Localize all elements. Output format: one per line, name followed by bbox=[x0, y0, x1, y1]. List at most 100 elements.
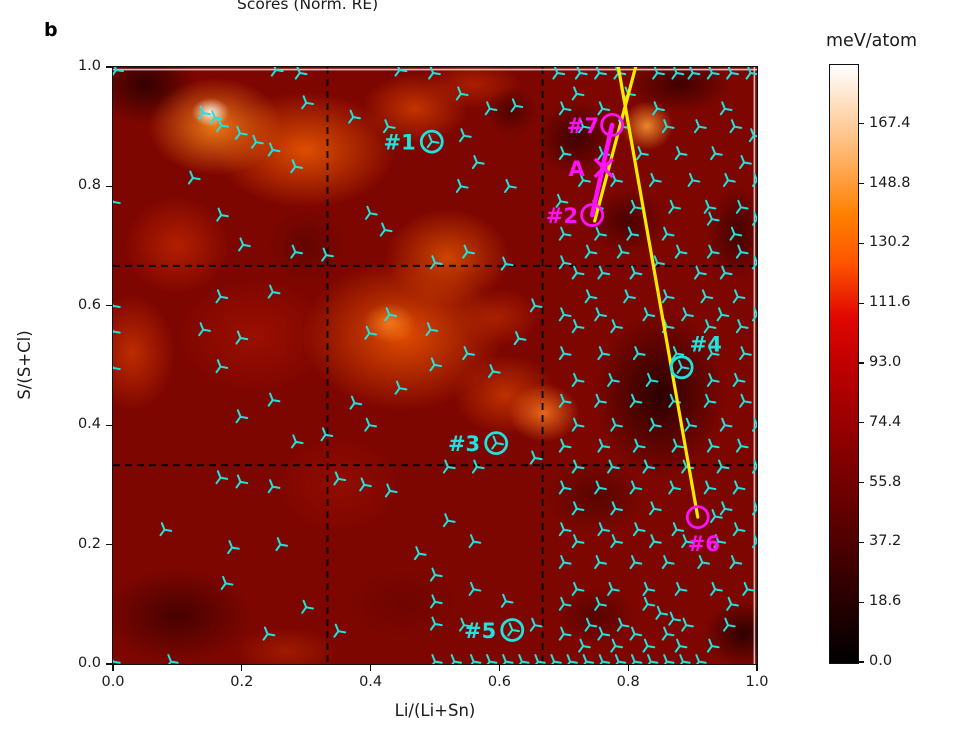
sample-marker bbox=[693, 653, 707, 664]
y-tick bbox=[106, 543, 112, 546]
sample-marker bbox=[732, 479, 745, 494]
sample-marker bbox=[661, 626, 675, 641]
colorbar bbox=[829, 64, 859, 664]
sample-marker bbox=[661, 653, 675, 664]
sample-marker bbox=[725, 596, 739, 611]
sample-marker bbox=[564, 653, 578, 664]
sample-marker bbox=[270, 66, 284, 77]
sample-marker bbox=[383, 306, 397, 321]
sample-marker bbox=[706, 66, 720, 80]
sample-marker bbox=[593, 554, 607, 569]
x-tick-label: 0.0 bbox=[101, 674, 125, 690]
sample-marker bbox=[706, 211, 720, 226]
sample-marker bbox=[716, 459, 729, 474]
heat-blob bbox=[540, 576, 651, 655]
sample-marker bbox=[609, 638, 623, 653]
yellow-tie-line-1 bbox=[616, 66, 699, 519]
sample-marker bbox=[558, 554, 572, 569]
sample-marker bbox=[738, 393, 752, 408]
sample-marker bbox=[320, 247, 334, 262]
sample-marker bbox=[558, 226, 572, 241]
sample-marker bbox=[661, 226, 675, 241]
heat-blob bbox=[354, 296, 425, 351]
sample-marker bbox=[558, 479, 572, 494]
sample-marker bbox=[716, 306, 729, 321]
heat-blob bbox=[254, 418, 422, 551]
colorbar-title: meV/atom bbox=[826, 31, 918, 51]
sample-marker bbox=[358, 476, 372, 491]
sample-marker bbox=[112, 359, 121, 374]
sample-marker bbox=[735, 199, 749, 214]
colorbar-tick bbox=[858, 481, 864, 484]
labeled-point-4-label: #4 bbox=[689, 332, 721, 356]
colorbar-tick bbox=[858, 182, 864, 185]
x-tick-label: 0.6 bbox=[487, 674, 511, 690]
colorbar-tick bbox=[858, 422, 864, 424]
sample-marker bbox=[725, 66, 739, 80]
sample-marker bbox=[461, 244, 475, 259]
sample-marker bbox=[722, 172, 736, 187]
sample-marker bbox=[558, 438, 572, 453]
sample-marker bbox=[558, 393, 572, 408]
sample-marker bbox=[641, 306, 655, 321]
labeled-point-5-tri bbox=[506, 621, 520, 636]
sample-marker bbox=[645, 653, 658, 664]
labeled-point-5-label: #5 bbox=[464, 618, 496, 642]
x-tick-label: 0.8 bbox=[616, 674, 640, 690]
sample-marker bbox=[584, 617, 597, 632]
sample-marker bbox=[593, 66, 607, 80]
sample-marker bbox=[267, 284, 280, 299]
colorbar-tick-label: 37.2 bbox=[869, 533, 902, 550]
sample-marker bbox=[429, 616, 443, 631]
sample-marker bbox=[596, 345, 610, 360]
sample-marker bbox=[606, 372, 620, 387]
y-tick-label: 0.6 bbox=[77, 296, 101, 313]
sample-marker bbox=[429, 593, 443, 608]
y-tick-label: 0.0 bbox=[77, 655, 101, 671]
sample-marker bbox=[706, 372, 720, 387]
sample-marker bbox=[471, 154, 485, 169]
sample-marker bbox=[687, 172, 700, 187]
sample-marker bbox=[319, 426, 333, 441]
sample-marker bbox=[593, 479, 607, 494]
sample-marker bbox=[571, 85, 584, 100]
sample-marker bbox=[214, 358, 228, 373]
heatmap-layer bbox=[112, 66, 757, 664]
sample-marker bbox=[593, 596, 607, 611]
sample-marker bbox=[558, 145, 572, 160]
sample-marker bbox=[735, 244, 749, 259]
sample-marker bbox=[300, 599, 314, 614]
sample-marker bbox=[719, 417, 733, 432]
sample-marker bbox=[500, 653, 514, 664]
sample-marker bbox=[645, 372, 658, 387]
sample-marker bbox=[632, 438, 646, 453]
labeled-point-6-circle bbox=[685, 504, 710, 529]
sample-marker bbox=[461, 345, 475, 360]
labeled-point-1-tri bbox=[426, 133, 440, 148]
labeled-point-A-label: A bbox=[568, 156, 585, 180]
sample-marker bbox=[558, 254, 572, 269]
y-tick bbox=[106, 185, 112, 188]
sample-marker bbox=[629, 554, 642, 569]
sample-marker bbox=[382, 118, 396, 133]
sample-marker bbox=[596, 438, 610, 453]
sample-marker bbox=[529, 450, 543, 465]
sample-marker bbox=[455, 178, 469, 193]
sample-marker bbox=[424, 321, 438, 336]
sample-marker bbox=[234, 473, 248, 488]
colorbar-tick bbox=[858, 541, 864, 544]
sample-marker bbox=[214, 288, 228, 303]
sample-marker bbox=[500, 593, 514, 608]
sample-marker bbox=[234, 330, 248, 345]
sample-marker bbox=[237, 236, 251, 251]
sample-marker bbox=[571, 459, 584, 474]
sample-marker bbox=[696, 554, 710, 569]
sample-marker bbox=[661, 118, 675, 133]
heat-blob bbox=[444, 278, 554, 357]
sample-marker bbox=[629, 265, 642, 280]
sample-marker bbox=[529, 297, 543, 312]
sample-marker bbox=[641, 459, 655, 474]
sample-marker bbox=[677, 653, 691, 664]
sample-marker bbox=[632, 345, 646, 360]
